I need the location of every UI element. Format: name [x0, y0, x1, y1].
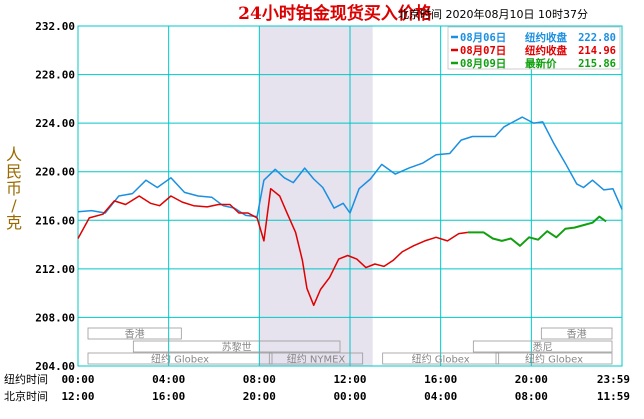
session-label: 纽约 NYMEX [287, 353, 346, 366]
y-tick-label: 208.00 [35, 311, 75, 324]
x-row-label: 纽约时间 [4, 372, 48, 386]
x-tick-label: 04:00 [424, 390, 457, 403]
x-tick-label: 20:00 [243, 390, 276, 403]
session-box [268, 352, 364, 365]
session-label: 香港 [125, 329, 145, 341]
chart-title: 24小时铂金现货买入价格 [238, 3, 433, 24]
x-row-label: 北京时间 [4, 389, 48, 403]
series-line-2 [77, 187, 468, 307]
session-box [87, 327, 182, 340]
session-box [472, 340, 613, 353]
y-label-char: 币 [6, 179, 22, 198]
legend-series-label: 纽约收盘 [525, 44, 567, 57]
y-label-char: 克 [6, 213, 22, 232]
y-label-char: 民 [6, 162, 22, 181]
x-tick-label: 04:00 [152, 373, 185, 386]
y-tick-label: 220.00 [35, 166, 75, 179]
y-tick-label: 228.00 [35, 69, 75, 82]
session-label: 纽约 Globex [151, 353, 209, 366]
session-label: 悉尼 [533, 342, 553, 354]
session-label: 纽约 Globex [525, 353, 583, 366]
x-tick-label: 08:00 [243, 373, 276, 386]
x-tick-label: 12:00 [61, 390, 94, 403]
x-tick-label: 12:00 [333, 373, 366, 386]
y-label-char: / [11, 196, 17, 215]
y-tick-label: 204.00 [35, 360, 75, 373]
x-axis-ticks: 纽约时间 00:00 04:00 08:00 12:00 16:00 20:00 23:59 北… [4, 372, 630, 403]
chart-subtitle: 北京时间 2020年08月10日 10时37分 [398, 7, 588, 21]
y-tick-label: 216.00 [35, 214, 75, 227]
x-tick-label: 00:00 [333, 390, 366, 403]
y-label-char: 人 [6, 145, 22, 164]
legend-series-value: 214.96 [578, 45, 616, 57]
y-axis-label: 人民币/克 [6, 145, 22, 232]
session-label: 纽约 Globex [412, 353, 470, 366]
y-tick-label: 224.00 [35, 117, 75, 130]
x-tick-label: 00:00 [61, 373, 94, 386]
x-tick-label: 16:00 [152, 390, 185, 403]
legend-series-value: 215.86 [578, 58, 616, 70]
legend-series-name: 08月09日 [460, 58, 506, 70]
x-tick-label: 16:00 [424, 373, 457, 386]
legend-series-value: 222.80 [578, 32, 616, 44]
session-label: 苏黎世 [222, 341, 252, 354]
nymex-session-highlight [259, 26, 373, 366]
x-tick-label: 23:59 [597, 373, 630, 386]
legend-series-name: 08月06日 [460, 32, 506, 44]
session-box [495, 352, 613, 365]
x-tick-label: 20:00 [515, 373, 548, 386]
x-tick-label: 11:59 [597, 390, 630, 403]
plot-border [77, 25, 623, 367]
session-box [540, 327, 613, 340]
session-box [87, 352, 273, 365]
legend-series-name: 08月07日 [460, 45, 506, 57]
y-axis-ticks: 232.00 228.00 224.00 220.00 216.00 212.00 208.… [35, 20, 75, 373]
session-label: 香港 [567, 329, 587, 341]
legend-series-label: 纽约收盘 [525, 31, 567, 44]
y-tick-label: 212.00 [35, 263, 75, 276]
y-tick-label: 232.00 [35, 20, 75, 33]
x-tick-label: 08:00 [515, 390, 548, 403]
series-line-1 [77, 116, 623, 218]
legend-series-label: 最新价 [525, 57, 557, 70]
legend-box [447, 26, 621, 70]
session-box [382, 352, 500, 365]
series-line-3 [467, 215, 607, 247]
session-box [132, 340, 341, 353]
